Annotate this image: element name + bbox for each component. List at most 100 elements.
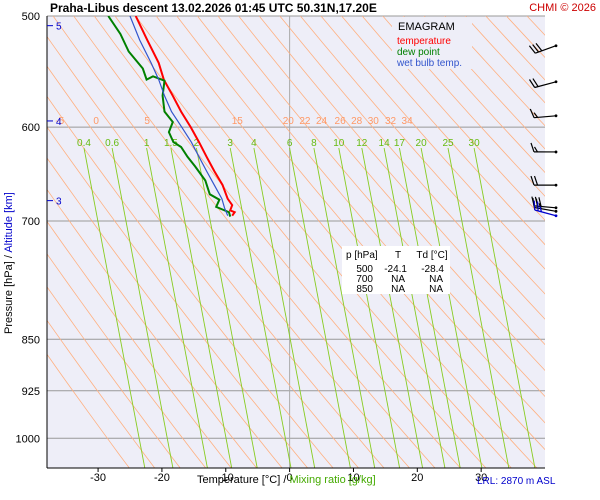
wind-barb-flag [539, 206, 543, 213]
x-tick-label: 0 [287, 472, 293, 484]
wind-barb-origin [554, 150, 558, 154]
legend-item-wet-bulb: wet bulb temp. [396, 58, 462, 69]
dry-adiabat-line [320, 16, 545, 270]
dry-adiabat-line [444, 16, 545, 127]
legend-title: EMAGRAM [398, 21, 455, 33]
mixing-ratio-label: 25 [442, 138, 454, 149]
x-tick-label: 20 [411, 472, 423, 484]
mixing-ratio-label: 0.6 [105, 138, 119, 149]
wind-barb-flag [529, 108, 535, 118]
mixing-ratio-line [111, 147, 174, 468]
table-header-td: Td [°C] [416, 250, 447, 261]
copyright: CHMI © 2026 [529, 2, 596, 14]
legend-box [392, 17, 472, 69]
dry-adiabat-line [47, 35, 385, 468]
dry-adiabat-line [73, 16, 436, 468]
series-line-wet-bulb-temp- [129, 16, 229, 216]
dry-adiabat-line [423, 16, 545, 150]
potential-temperature-label: 24 [316, 116, 328, 127]
dry-adiabat-line [238, 16, 545, 371]
altitude-tick-label: 3 [56, 197, 62, 208]
x-tick-label: -20 [154, 472, 170, 484]
dry-adiabat-line [47, 220, 232, 468]
wind-barb-origin [554, 44, 558, 48]
mixing-ratio-label: 1 [144, 138, 150, 149]
mixing-ratio-label: 14 [379, 138, 391, 149]
mixing-ratio-label: 17 [394, 138, 406, 149]
potential-temperature-label: -5 [55, 116, 64, 127]
y-axis-label-altitude: Altitude [km] [3, 192, 15, 253]
mixing-ratio-line [289, 147, 351, 468]
mixing-ratio-line [229, 147, 292, 468]
legend-item-dew-point: dew point [397, 47, 440, 58]
table-cell: 700 [356, 274, 373, 285]
wind-barb-flag [532, 44, 540, 53]
wind-barb-origin [554, 80, 558, 84]
table-cell: 500 [356, 264, 373, 275]
y-tick-label: 500 [22, 11, 40, 23]
y-tick-label: 700 [22, 216, 40, 228]
dry-adiabat-line [47, 188, 257, 468]
table-cell: NA [429, 274, 443, 285]
wind-barb-flag [530, 142, 535, 153]
x-axis-label: Temperature [°C] / Mixing ratio [g/kg] [197, 474, 376, 486]
chart-title: Praha-Libus descent 13.02.2026 01:45 UTC… [50, 1, 377, 15]
x-tick-label: 10 [347, 472, 359, 484]
wind-barb-staff [534, 81, 557, 89]
altitude-tick-label: 4 [56, 117, 62, 128]
mixing-ratio-label: 20 [416, 138, 428, 149]
mixing-ratio-label: 12 [356, 138, 368, 149]
dry-adiabat-line [47, 126, 308, 468]
mixing-ratio-label: 0.4 [77, 138, 91, 149]
level-table: p [hPa] T Td [°C] 500 -24.1 -28.4 700 NA… [342, 246, 450, 295]
mixing-ratio-line [170, 147, 233, 468]
wind-barb-flag [535, 43, 543, 52]
potential-temperature-label: 22 [299, 116, 311, 127]
x-tick-label: -30 [90, 472, 106, 484]
dry-adiabat-line [47, 353, 130, 468]
mixing-ratio-lines [83, 147, 536, 468]
mixing-ratio-line [146, 147, 208, 468]
y-tick-label: 600 [22, 122, 40, 134]
potential-temperature-label: 0 [93, 116, 99, 127]
y-tick-label: 925 [22, 386, 40, 398]
dry-adiabat-line [52, 16, 410, 468]
mixing-ratio-line [313, 147, 376, 468]
table-cell: -24.1 [384, 264, 407, 275]
dry-adiabat-line [403, 16, 545, 173]
wind-barb-flag [533, 200, 536, 211]
dry-adiabat-line [47, 95, 334, 468]
potential-temperature-label: 30 [368, 116, 380, 127]
mixing-ratio-line [398, 147, 461, 468]
mixing-ratio-line [338, 147, 401, 468]
mixing-ratio-line [253, 147, 316, 468]
wind-barb-flag [532, 78, 539, 87]
mixing-ratio-line [195, 147, 258, 468]
wind-barb-flag [533, 175, 539, 186]
series-line-dew-point [107, 16, 232, 217]
potential-temperature-label: 15 [232, 116, 244, 127]
table-cell: NA [391, 284, 405, 295]
wind-barb-flag [533, 146, 539, 153]
wind-barb-flag [528, 45, 536, 54]
y-tick-label: 1000 [16, 433, 40, 445]
mixing-ratio-line [420, 147, 483, 468]
legend: EMAGRAM temperature dew point wet bulb t… [392, 17, 472, 69]
wind-barbs [528, 43, 558, 218]
dry-adiabat-line [47, 65, 359, 468]
mixing-ratio-label: 8 [311, 138, 317, 149]
dry-adiabat-line [279, 16, 545, 320]
potential-temperature-label: 32 [385, 116, 397, 127]
mixing-ratio-label: 1.5 [164, 138, 178, 149]
table-cell: NA [429, 284, 443, 295]
wind-barb-origin [554, 206, 558, 210]
mixing-ratio-label: 3 [227, 138, 233, 149]
mixing-ratio-label: 6 [287, 138, 293, 149]
x-tick-label: -10 [218, 472, 234, 484]
wind-barb-origin [554, 114, 558, 118]
dry-adiabat-line [361, 16, 545, 221]
table-header-p: p [hPa] [346, 250, 378, 261]
potential-temperature-label: 28 [351, 116, 363, 127]
mixing-ratio-label: 10 [333, 138, 345, 149]
